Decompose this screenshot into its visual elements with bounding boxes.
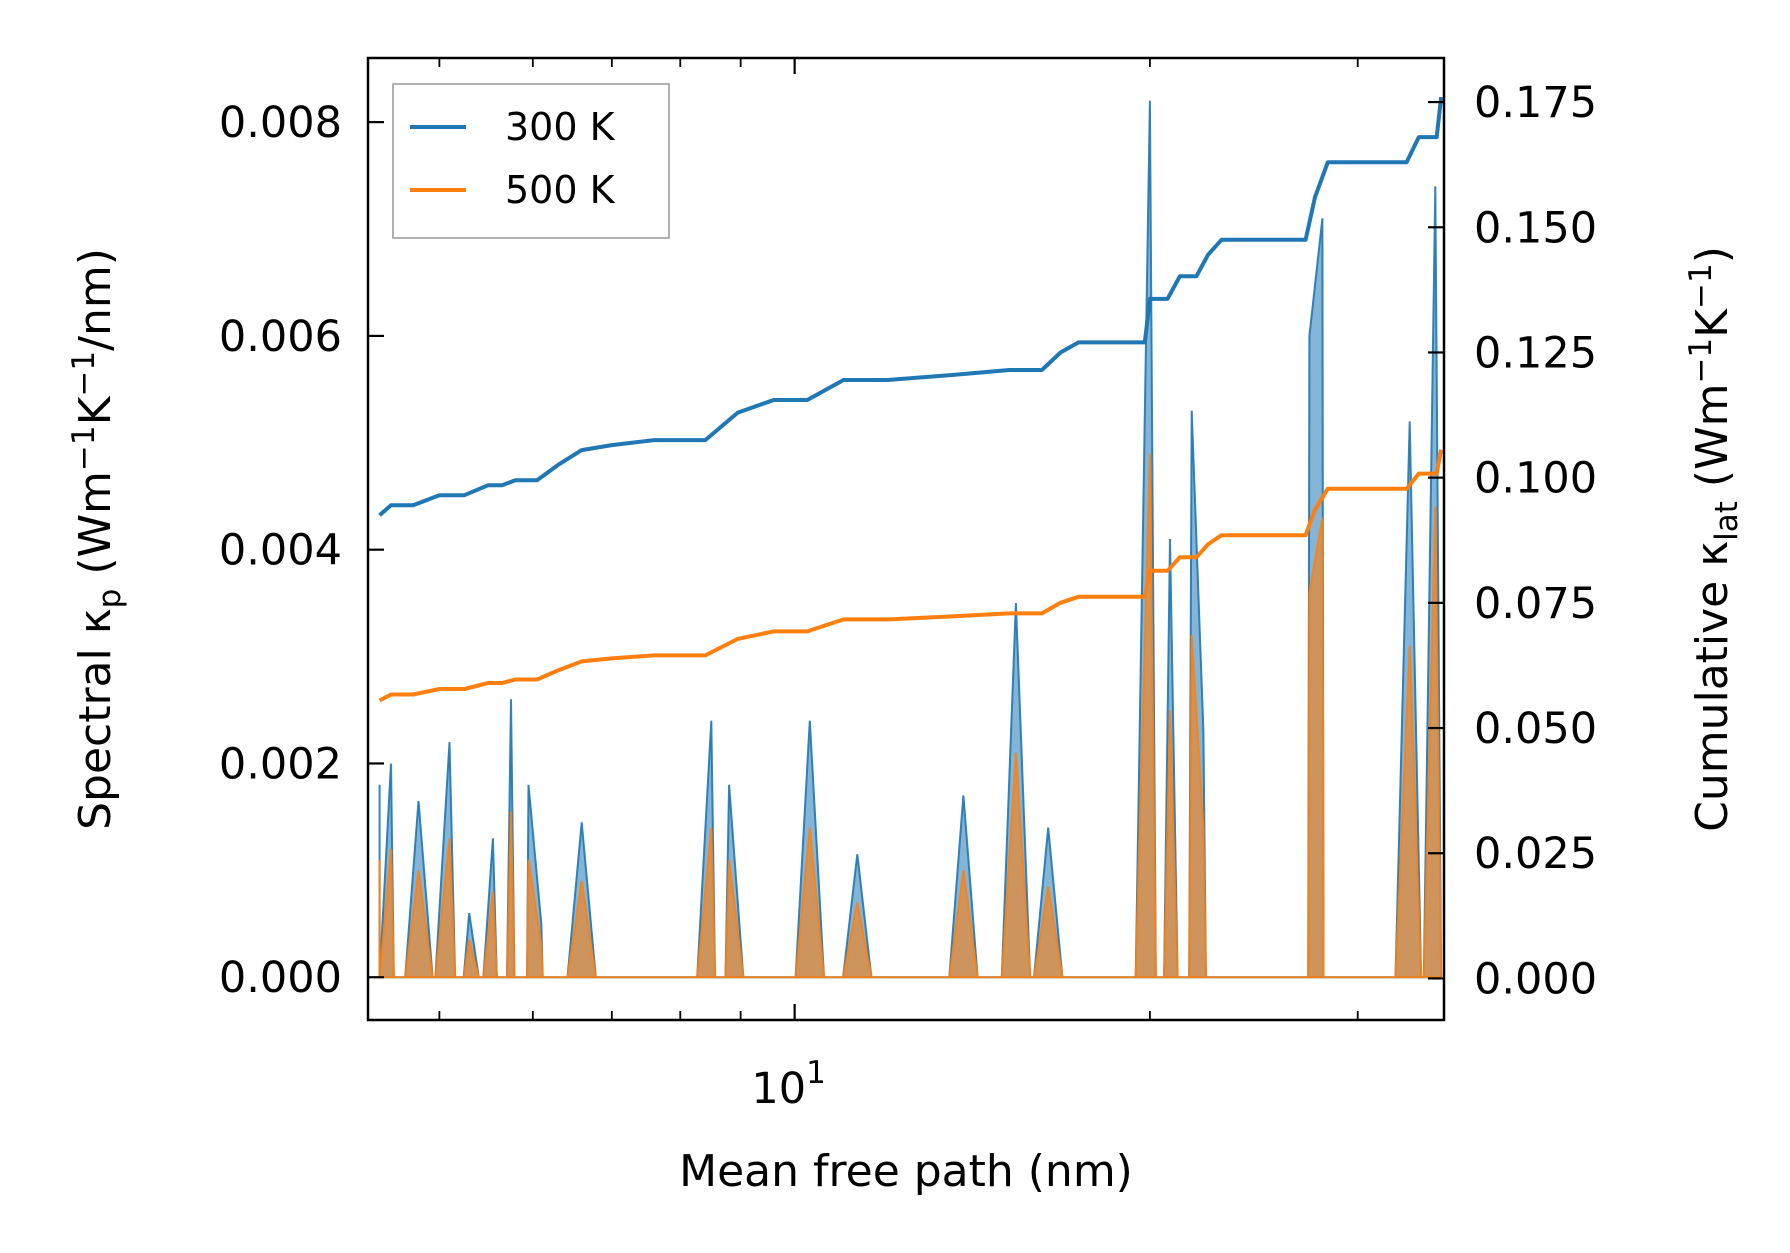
y-right-tick-label: 0.175	[1474, 78, 1597, 128]
legend-label-500k: 500 K	[505, 168, 616, 212]
legend: 300 K 500 K	[392, 83, 670, 239]
y-right-tick-label: 0.050	[1474, 704, 1597, 754]
left-y-axis: 0.000 0.002 0.004 0.006 0.008	[219, 98, 384, 1003]
spectral-area-500k	[378, 453, 1443, 979]
legend-box	[392, 83, 670, 239]
y-left-tick-label: 0.008	[219, 98, 342, 148]
cumulative-line-layer	[378, 96, 1444, 703]
y-left-tick-label: 0.000	[219, 953, 342, 1003]
y-right-tick-label: 0.000	[1474, 954, 1597, 1004]
right-y-axis-label: Cumulative κlat (Wm−1K−1)	[1683, 246, 1745, 832]
x-axis-label: Mean free path (nm)	[679, 1146, 1133, 1197]
legend-label-300k: 300 K	[505, 105, 616, 149]
spectral-area-layer	[378, 100, 1443, 979]
y-left-tick-label: 0.002	[219, 739, 342, 789]
y-right-tick-label: 0.125	[1474, 328, 1597, 378]
y-left-tick-label: 0.004	[219, 526, 342, 576]
right-y-axis: 0.000 0.025 0.050 0.075 0.100 0.125 0.150 0.175	[1428, 78, 1597, 1004]
left-y-axis-label: Spectral κp (Wm−1K−1/nm)	[66, 248, 128, 830]
cumulative-line-300k	[378, 96, 1444, 517]
x-axis: 101	[438, 58, 1359, 1114]
cumulative-line-500k	[378, 449, 1444, 703]
y-right-tick-label: 0.100	[1474, 454, 1597, 504]
y-left-tick-label: 0.006	[219, 312, 342, 362]
y-right-tick-label: 0.025	[1474, 829, 1597, 879]
y-right-tick-label: 0.075	[1474, 579, 1597, 629]
plot-frame	[366, 56, 1446, 1022]
y-right-tick-label: 0.150	[1474, 203, 1597, 253]
x-tick-label: 101	[751, 1055, 825, 1114]
